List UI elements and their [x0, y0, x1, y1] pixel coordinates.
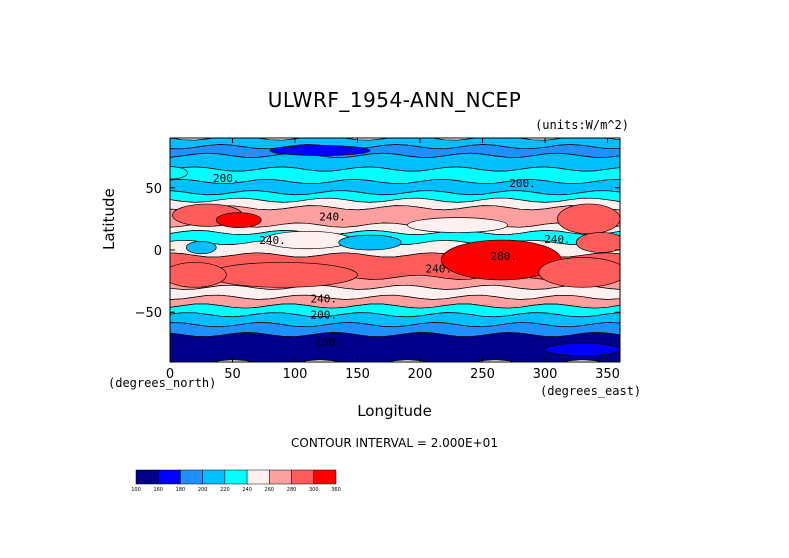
colorbar-tick-label: 160: [153, 487, 163, 493]
y-tick-label: 0: [154, 244, 162, 259]
y-unit-label: (degrees_north): [108, 376, 217, 390]
x-tick-label: 0: [166, 367, 174, 382]
colorbar-tick-label: 260: [265, 487, 275, 493]
colorbar-tick-label: 300: [309, 487, 319, 493]
contour-region: [185, 240, 217, 255]
colorbar-swatch: [224, 469, 248, 485]
contour-region: [338, 234, 402, 251]
x-tick-label: 50: [224, 367, 241, 382]
colorbar-tick-label: 360: [331, 487, 341, 493]
contour-region: [407, 217, 508, 233]
colorbar-swatch: [291, 469, 315, 485]
chart-title: ULWRF_1954-ANN_NCEP: [267, 88, 522, 112]
x-tick-label: 250: [470, 367, 495, 382]
colorbar-tick-label: 180: [176, 487, 186, 493]
x-axis-label: Longitude: [357, 402, 432, 420]
contour-label: 200.: [509, 177, 536, 190]
contour-label: 200.: [213, 172, 240, 185]
contour-region: [557, 203, 620, 235]
contour-label: 240.: [544, 233, 571, 246]
x-unit-label: (degrees_east): [540, 384, 642, 398]
contour-region: [170, 166, 188, 180]
contour-label: 280.: [491, 250, 518, 263]
colorbar-tick-label: 280: [287, 487, 297, 493]
contour-region: [575, 232, 620, 253]
x-tick-label: 350: [595, 367, 620, 382]
contour-label: 240.: [259, 234, 286, 247]
x-tick-label: 100: [283, 367, 308, 382]
colorbar-swatch: [313, 469, 337, 485]
contour-region: [170, 262, 227, 288]
colorbar-swatch: [135, 469, 159, 485]
units-label: (units:W/m^2): [535, 118, 629, 132]
contour-label: 240.: [319, 210, 346, 223]
contour-region: [215, 212, 262, 228]
contour-region: [269, 145, 371, 156]
y-tick-label: 50: [145, 182, 162, 197]
colorbar-tick-label: 220: [220, 487, 230, 493]
colorbar-swatch: [202, 469, 226, 485]
contour-interval-note: CONTOUR INTERVAL = 2.000E+01: [291, 436, 498, 450]
latitude-band: [170, 332, 620, 362]
colorbar-tick-label: 200: [198, 487, 208, 493]
colorbar-swatch: [157, 469, 181, 485]
x-tick-label: 150: [345, 367, 370, 382]
colorbar-swatch: [180, 469, 203, 485]
contour-label: 240.: [311, 293, 338, 306]
field-layer: 200. 200. 240. 240. 240. 240. 280. 240. 200. 160.: [170, 138, 620, 362]
contour-region: [207, 262, 358, 288]
y-tick-label: −50: [135, 306, 162, 321]
contour-region: [538, 257, 620, 288]
contour-region: [544, 342, 620, 357]
colorbar-swatch: [269, 469, 292, 485]
contour-label: 240.: [426, 263, 453, 276]
contour-label: 200.: [311, 309, 338, 322]
colorbar-tick-label: 240: [242, 487, 252, 493]
x-tick-label: 200: [408, 367, 433, 382]
colorbar-tick-label: 100: [131, 487, 141, 493]
x-tick-label: 300: [533, 367, 558, 382]
contour-label: 160.: [316, 336, 343, 349]
colorbar-swatch: [246, 469, 270, 485]
